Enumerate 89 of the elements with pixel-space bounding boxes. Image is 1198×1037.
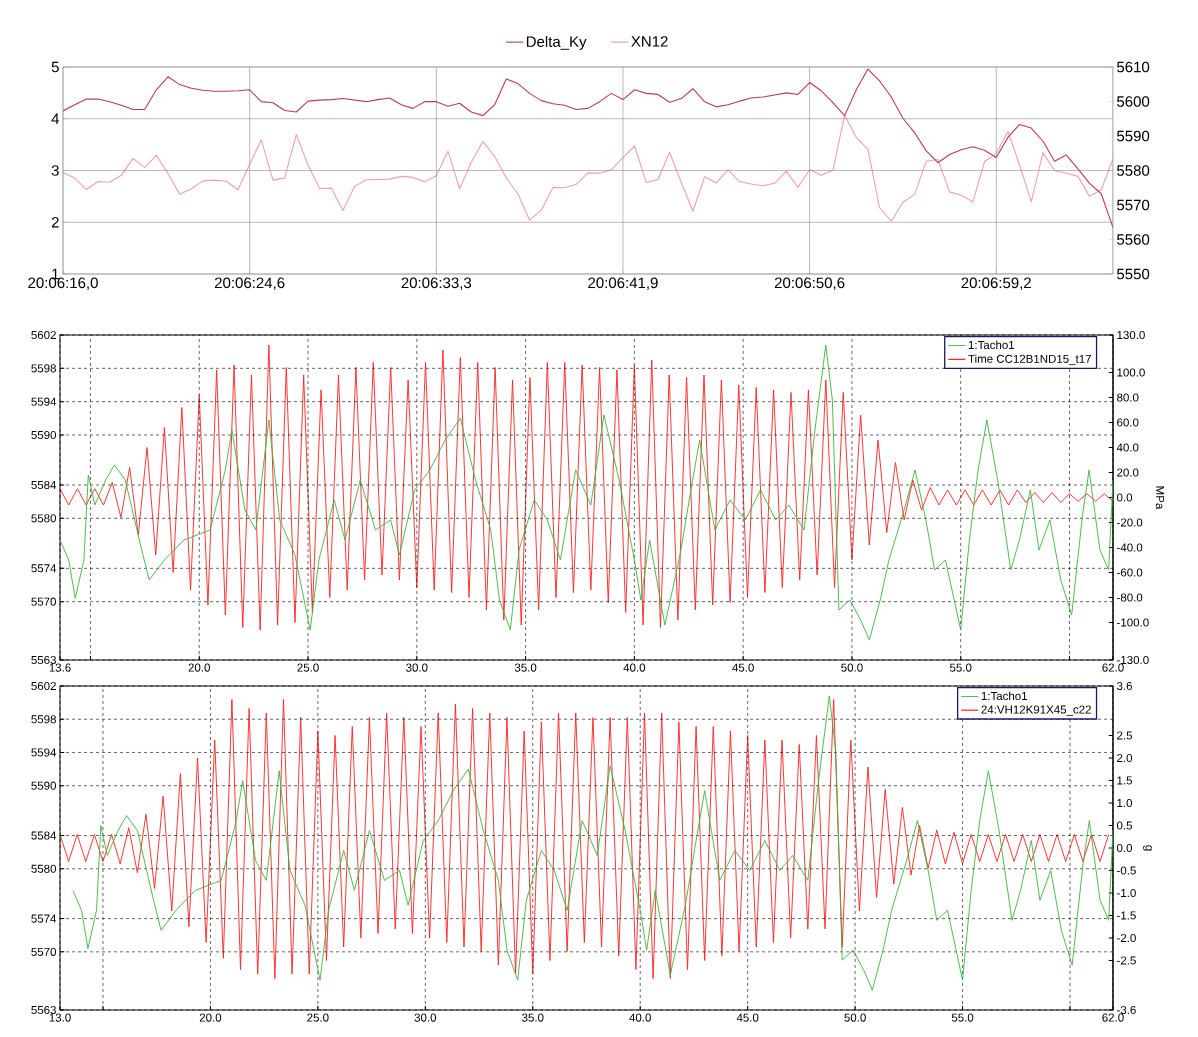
y2-tick-label: 3.6 — [1116, 681, 1132, 691]
legend-label: 1:Tacho1 — [968, 340, 1015, 350]
x-tick-label: 35.0 — [522, 1013, 544, 1022]
x-tick-label: 50.0 — [841, 663, 863, 672]
y2-tick-label: 5610 — [1117, 61, 1150, 73]
y-tick-label: 5598 — [31, 715, 56, 724]
x-tick-label: 25.0 — [307, 1013, 329, 1022]
x-tick-label: 40.0 — [623, 663, 646, 672]
y-tick-label: 5590 — [31, 430, 57, 440]
y2-tick-label: 80.0 — [1117, 393, 1139, 402]
x-tick-label: 62.0 — [1102, 663, 1124, 672]
x-tick-label: 13.6 — [49, 663, 71, 672]
y2-tick-label: -40.0 — [1117, 543, 1143, 552]
y-tick-label: 5580 — [31, 514, 57, 523]
y2-tick-label: 60.0 — [1117, 418, 1139, 427]
y2-tick-label: -60.0 — [1117, 568, 1143, 577]
y2-axis-title: MPa — [1156, 486, 1165, 510]
x-tick-label: 62.0 — [1102, 1013, 1124, 1022]
y-tick-label: 5598 — [31, 364, 56, 373]
y2-tick-label: 130.0 — [1117, 330, 1145, 340]
y2-tick-label: 0.0 — [1116, 843, 1133, 853]
y2-tick-label: 1.0 — [1117, 798, 1133, 808]
y2-tick-label: 2.0 — [1117, 753, 1133, 763]
y-tick-label: 5584 — [31, 831, 57, 840]
y2-tick-label: 5580 — [1117, 165, 1150, 176]
x-tick-label: 55.0 — [949, 663, 972, 672]
y2-tick-label: -2.5 — [1117, 956, 1136, 965]
y2-tick-label: 2.5 — [1117, 731, 1133, 740]
y-tick-label: 5594 — [31, 397, 57, 406]
y2-tick-label: 5550 — [1117, 268, 1150, 280]
y2-tick-label: 40.0 — [1116, 443, 1139, 452]
x-tick-label: 13.0 — [49, 1013, 71, 1022]
x-tick-label: 45.0 — [736, 1013, 759, 1022]
y2-tick-label: -3.6 — [1117, 1005, 1136, 1015]
legend-label: 24:VH12K91X45_c22 — [981, 705, 1091, 716]
y-tick-label: 5570 — [31, 597, 57, 606]
y-tick-label: 5563 — [31, 655, 56, 665]
legend-label: Delta_Ky — [526, 35, 587, 50]
y2-tick-label: -100.0 — [1117, 618, 1149, 627]
legend-label: 1:Tacho1 — [981, 691, 1028, 701]
y-tick-label: 5602 — [31, 330, 56, 340]
y-tick-label: 5580 — [31, 864, 57, 873]
x-tick-label: 20:06:41,9 — [588, 277, 658, 290]
y2-axis-title: g — [1143, 845, 1152, 851]
y-tick-label: 5602 — [31, 681, 56, 691]
y2-tick-label: 5590 — [1117, 130, 1150, 142]
x-tick-label: 20:06:24,6 — [214, 277, 285, 290]
x-tick-label: 20:06:50,6 — [774, 277, 845, 290]
y2-tick-label: 100.0 — [1117, 368, 1145, 377]
line-series — [63, 114, 1113, 222]
y2-tick-label: -80.0 — [1117, 593, 1143, 602]
y2-tick-label: -20.0 — [1117, 518, 1143, 527]
y-tick-label: 5570 — [31, 947, 57, 956]
legend-label: XN12 — [631, 36, 668, 47]
x-tick-label: 30.0 — [406, 663, 428, 672]
x-tick-label: 20.0 — [199, 1013, 222, 1022]
y2-tick-label: 20.0 — [1117, 468, 1139, 477]
y-tick-label: 5584 — [31, 480, 57, 490]
y-tick-label: 5590 — [31, 781, 57, 790]
x-tick-label: 20.0 — [188, 663, 210, 672]
x-tick-label: 20:06:33,3 — [401, 277, 472, 290]
y2-tick-label: 5570 — [1117, 199, 1150, 211]
x-tick-label: 30.0 — [414, 1013, 437, 1022]
x-tick-label: 50.0 — [844, 1013, 866, 1022]
y2-tick-label: -1.0 — [1117, 888, 1136, 898]
y-tick-label: 3 — [51, 165, 59, 176]
y-tick-label: 5 — [51, 61, 59, 73]
y-tick-label: 5574 — [31, 914, 57, 923]
y2-tick-label: 5560 — [1117, 234, 1150, 245]
x-tick-label: 55.0 — [951, 1013, 974, 1022]
x-tick-label: 20:06:59,2 — [961, 277, 1031, 290]
y-tick-label: 5563 — [31, 1005, 56, 1015]
y2-tick-label: 5600 — [1117, 96, 1150, 107]
y-tick-label: 2 — [51, 217, 59, 228]
y2-tick-label: 0.5 — [1116, 821, 1133, 830]
y2-tick-label: 0.0 — [1116, 493, 1133, 502]
y2-tick-label: -130.0 — [1117, 655, 1149, 665]
x-tick-label: 25.0 — [297, 663, 319, 672]
y-tick-label: 4 — [51, 113, 60, 124]
y2-tick-label: -0.5 — [1117, 866, 1136, 875]
y-tick-label: 5574 — [31, 564, 57, 573]
legend-label: Time CC12B1ND15_t17 — [968, 354, 1091, 366]
y2-tick-label: -1.5 — [1117, 911, 1136, 920]
x-tick-label: 45.0 — [732, 663, 754, 672]
x-tick-label: 35.0 — [514, 663, 537, 672]
y-tick-label: 5594 — [31, 748, 57, 757]
y2-tick-label: 1.5 — [1117, 776, 1133, 785]
x-tick-label: 40.0 — [629, 1013, 651, 1022]
y2-tick-label: -2.0 — [1117, 933, 1136, 943]
